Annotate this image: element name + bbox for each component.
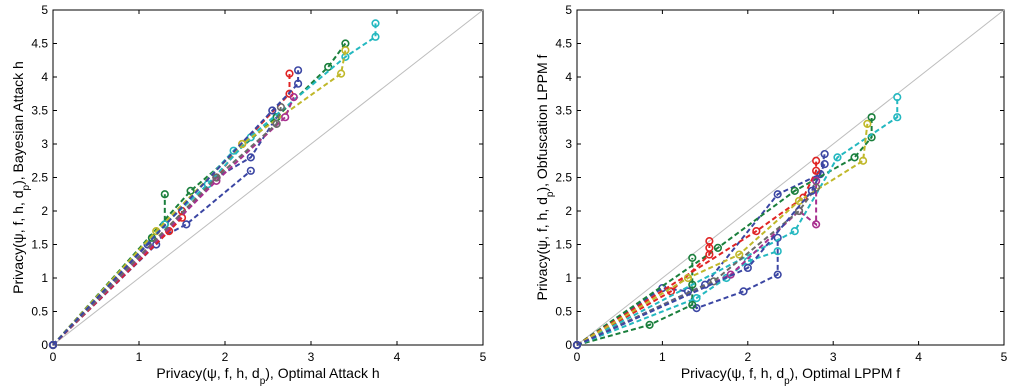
x-axis-label: Privacy(ψ, f, h, dp), Optimal LPPM f xyxy=(681,365,900,387)
x-tick-label: 1 xyxy=(659,350,666,364)
x-tick-label: 4 xyxy=(915,350,922,364)
y-axis-label: Privacy(ψ, f, h, dp), Bayesian Attack h xyxy=(10,61,32,294)
y-axis-label: Privacy(ψ, f, h, dp), Obfuscation LPPM f xyxy=(534,54,556,300)
x-tick-label: 4 xyxy=(394,350,401,364)
data-point xyxy=(338,70,345,77)
x-tick-label: 5 xyxy=(480,350,487,364)
y-tick-label: 3.5 xyxy=(31,104,48,118)
data-point xyxy=(342,40,349,47)
y-tick-label: 3 xyxy=(565,137,572,151)
y-tick-label: 0 xyxy=(41,338,48,352)
y-tick-label: 1.5 xyxy=(555,238,572,252)
y-tick-label: 1 xyxy=(41,271,48,285)
x-tick-label: 0 xyxy=(50,350,57,364)
data-point xyxy=(187,188,194,195)
x-tick-label: 5 xyxy=(1001,350,1008,364)
left-plot: 0 1 2 3 4 5 0 0.5 1 1.5 2 2.5 3 3.5 4 4.5 5 Privacy(ψ, f,… xyxy=(10,3,487,387)
series-line xyxy=(577,164,825,345)
x-tick-label: 2 xyxy=(744,350,751,364)
series-line xyxy=(53,117,277,345)
series-line xyxy=(53,194,165,345)
series-line xyxy=(53,171,251,345)
x-axis-label: Privacy(ψ, f, h, dp), Optimal Attack h xyxy=(156,365,379,387)
y-tick-label: 5 xyxy=(41,3,48,17)
y-tick-label: 4 xyxy=(565,70,572,84)
series-4 xyxy=(574,121,871,349)
y-tick-label: 3.5 xyxy=(555,104,572,118)
series-3 xyxy=(574,94,901,349)
y-tick-label: 0 xyxy=(565,338,572,352)
data-point xyxy=(791,228,798,235)
data-point xyxy=(282,114,289,121)
data-point xyxy=(183,221,190,228)
y-tick-label: 2 xyxy=(41,204,48,218)
right-plot: 0 1 2 3 4 5 0 0.5 1 1.5 2 2.5 3 3.5 4 4.5 5 Privacy(ψ, f,… xyxy=(534,3,1008,387)
series-line xyxy=(53,74,290,345)
y-tick-label: 2.5 xyxy=(31,171,48,185)
x-tick-label: 3 xyxy=(308,350,315,364)
y-tick-label: 2 xyxy=(565,204,572,218)
y-tick-label: 4.5 xyxy=(555,37,572,51)
x-tick-label: 2 xyxy=(222,350,229,364)
x-tick-label: 3 xyxy=(830,350,837,364)
y-tick-label: 0.5 xyxy=(31,305,48,319)
series-0 xyxy=(574,151,828,349)
y-tick-label: 2.5 xyxy=(555,171,572,185)
series-2 xyxy=(574,157,820,348)
y-tick-label: 4 xyxy=(41,70,48,84)
y-tick-label: 0.5 xyxy=(555,305,572,319)
y-tick-label: 3 xyxy=(41,137,48,151)
x-tick-label: 1 xyxy=(136,350,143,364)
x-tick-label: 0 xyxy=(574,350,581,364)
diagonal-line xyxy=(577,10,1004,345)
y-tick-label: 1.5 xyxy=(31,238,48,252)
y-tick-label: 4.5 xyxy=(31,37,48,51)
data-point xyxy=(851,154,858,161)
diagonal-line xyxy=(53,10,483,345)
data-point xyxy=(325,64,332,71)
series-1 xyxy=(574,114,875,348)
y-tick-label: 1 xyxy=(565,271,572,285)
y-tick-label: 5 xyxy=(565,3,572,17)
